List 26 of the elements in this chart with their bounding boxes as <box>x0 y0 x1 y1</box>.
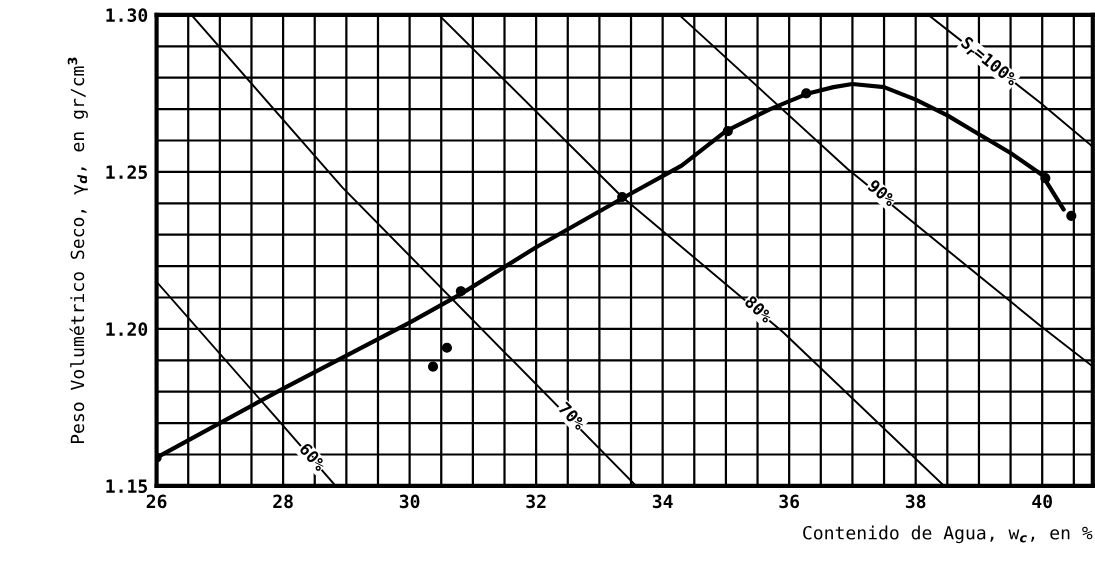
annotation: 90% <box>866 178 898 208</box>
x-tick-label: 30 <box>399 494 420 509</box>
x-tick-label: 40 <box>1032 494 1052 509</box>
annotation: S$_{r}$=100% <box>958 35 1020 89</box>
point <box>1066 210 1077 221</box>
x-tick-label: 34 <box>652 494 673 509</box>
point <box>1040 173 1051 184</box>
point <box>617 191 628 203</box>
point <box>801 88 812 99</box>
annotation: 80% <box>744 294 774 324</box>
y-tick-label: 1.30 <box>106 8 148 23</box>
x-tick-label: 26 <box>146 494 167 509</box>
y-tick-label: 1.20 <box>106 322 148 337</box>
point <box>722 125 733 137</box>
x-tick-label: 32 <box>526 494 546 509</box>
y-tick-label: 1.25 <box>106 165 148 180</box>
y-axis-title: Peso Volumétrico Seco, γ$_{d}$, en gr/cm$^{3}$ <box>67 57 88 444</box>
x-tick-label: 36 <box>779 494 800 509</box>
x-tick-label: 38 <box>905 494 926 509</box>
x-axis-title: Contenido de Agua, w$_{c}$, en % <box>803 525 1093 544</box>
point <box>441 342 453 353</box>
point <box>455 286 466 297</box>
x-tick-label: 28 <box>273 494 293 509</box>
point <box>427 361 439 372</box>
y-tick-label: 1.15 <box>106 479 148 494</box>
annotation: 60% <box>298 442 328 473</box>
